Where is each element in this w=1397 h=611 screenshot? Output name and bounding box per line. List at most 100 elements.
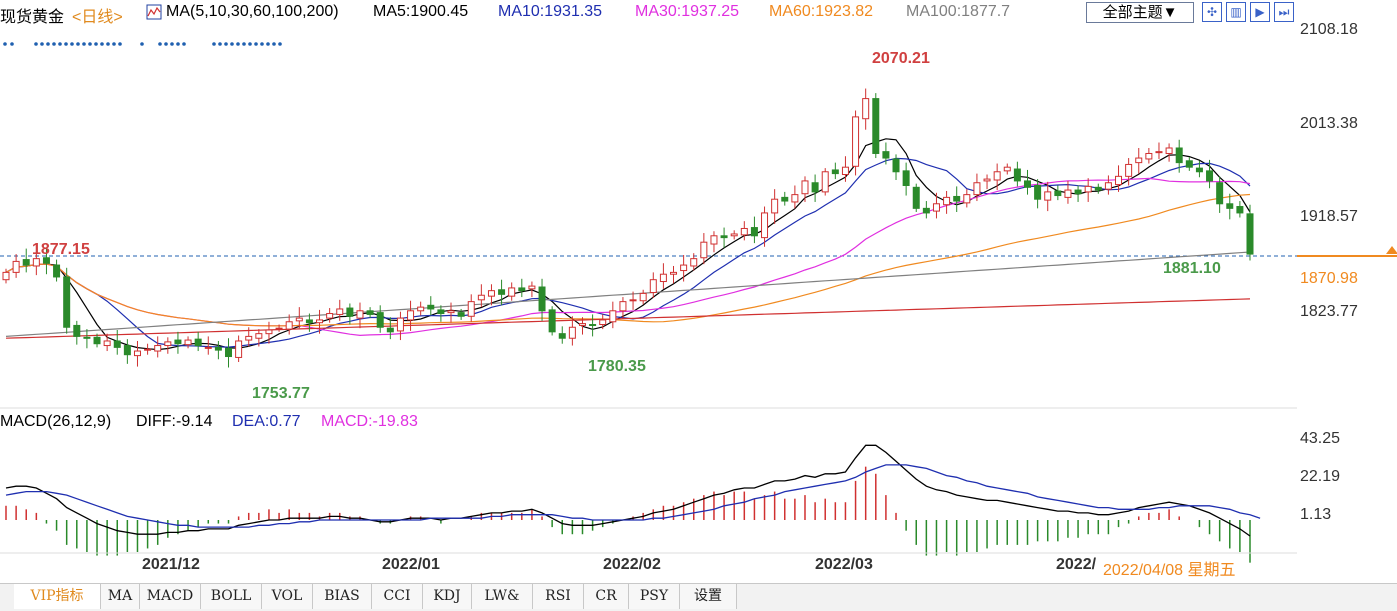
- candle-body: [366, 310, 374, 315]
- candle-body: [609, 310, 617, 323]
- date-tick: 2022/03: [815, 556, 873, 573]
- event-dot: [266, 42, 270, 46]
- ma10-value: MA10:1931.35: [498, 3, 603, 20]
- candle-body: [1074, 189, 1082, 195]
- price-tick: 2013.38: [1300, 115, 1358, 132]
- event-dot: [94, 42, 98, 46]
- candle-body: [1236, 206, 1244, 214]
- candle-body: [831, 169, 839, 175]
- candle-body: [781, 196, 789, 202]
- candle-body: [690, 258, 698, 267]
- tab-boll[interactable]: BOLL: [201, 584, 262, 609]
- event-dot: [248, 42, 252, 46]
- candle-body: [285, 321, 293, 330]
- tab-cci[interactable]: CCI: [372, 584, 423, 609]
- candle-body: [265, 329, 273, 335]
- event-dot: [242, 42, 246, 46]
- event-dot: [140, 42, 144, 46]
- event-dot: [212, 42, 216, 46]
- ma100-line: [5, 251, 1251, 337]
- candle-body: [528, 285, 536, 290]
- candle-body: [1064, 189, 1072, 198]
- tab-bias[interactable]: BIAS: [313, 584, 372, 609]
- candle-body: [245, 335, 253, 341]
- candle-body: [1175, 147, 1183, 164]
- chart-canvas[interactable]: [0, 0, 1397, 583]
- tab-vol[interactable]: VOL: [262, 584, 313, 609]
- candle-body: [275, 327, 283, 330]
- play-icon[interactable]: ▶: [1250, 2, 1270, 22]
- candle-body: [164, 341, 172, 347]
- candle-body: [1034, 184, 1042, 200]
- candle-body: [326, 313, 334, 319]
- candle-body: [1226, 203, 1234, 209]
- candle-body: [467, 301, 475, 317]
- candle-body: [963, 194, 971, 204]
- selected-date-label: 2022/04/08 星期五: [1103, 556, 1236, 580]
- candle-body: [356, 310, 364, 319]
- tab-kdj[interactable]: KDJ: [423, 584, 472, 609]
- candle-body: [346, 307, 354, 317]
- event-dots: [3, 42, 282, 46]
- tab-macd[interactable]: MACD: [140, 584, 201, 609]
- candle-body: [882, 151, 890, 159]
- candle-body: [1044, 191, 1052, 201]
- macd-dea-line: [5, 464, 1261, 528]
- tab-vip[interactable]: VIP指标: [14, 584, 101, 609]
- candle-body: [821, 171, 829, 193]
- price-tick: 2108.18: [1300, 21, 1358, 38]
- tab-rsi[interactable]: RSI: [533, 584, 584, 609]
- candle-body: [943, 196, 951, 206]
- tab-psy[interactable]: PSY: [629, 584, 680, 609]
- split-icon[interactable]: ▥: [1226, 2, 1246, 22]
- event-dot: [236, 42, 240, 46]
- ma-settings-icon[interactable]: [146, 4, 162, 25]
- next-icon[interactable]: ⏭: [1274, 2, 1294, 22]
- tab-cr[interactable]: CR: [584, 584, 629, 609]
- candle-body: [447, 310, 455, 314]
- mid-low-label: 1780.35: [588, 358, 646, 375]
- candle-body: [680, 264, 688, 272]
- candle-body: [83, 336, 91, 339]
- indicator-tab-bar: VIP指标 MA MACD BOLL VOL BIAS CCI KDJ LW& …: [0, 583, 1397, 611]
- candle-body: [63, 276, 71, 328]
- candle-body: [204, 346, 212, 349]
- candle-body: [811, 182, 819, 193]
- candle-body: [912, 186, 920, 209]
- event-dot: [254, 42, 258, 46]
- candle-body: [194, 338, 202, 347]
- candle-body: [498, 289, 506, 295]
- candle-body: [710, 235, 718, 245]
- ma30-line: [5, 177, 1251, 337]
- candle-body: [1115, 175, 1123, 186]
- candle-body: [568, 326, 576, 339]
- candle-body: [184, 339, 192, 346]
- candle-body: [872, 98, 880, 154]
- candle-body: [386, 327, 394, 333]
- tab-settings[interactable]: 设置: [680, 584, 737, 609]
- candle-body: [1145, 152, 1153, 160]
- crosshair-icon[interactable]: ✣: [1202, 2, 1222, 22]
- theme-dropdown-button[interactable]: 全部主题▼: [1086, 2, 1194, 23]
- candle-body: [144, 348, 152, 351]
- candle-body: [487, 290, 495, 297]
- candle-body: [1206, 170, 1214, 182]
- macd-tick: 22.19: [1300, 468, 1341, 485]
- event-dot: [182, 42, 186, 46]
- ma200-line: [5, 298, 1251, 339]
- event-dot: [170, 42, 174, 46]
- period-selector[interactable]: <日线>: [72, 9, 123, 26]
- tab-ma[interactable]: MA: [101, 584, 140, 609]
- tab-lw[interactable]: LW&: [472, 584, 533, 609]
- candle-body: [558, 333, 566, 339]
- macd-lines: [5, 444, 1261, 537]
- current-price-label: 1870.98: [1300, 270, 1358, 287]
- indicator-header: 现货黄金 <日线> MA(5,10,30,60,100,200) MA5:190…: [0, 0, 1397, 26]
- candle-body: [1094, 186, 1102, 191]
- event-dot: [88, 42, 92, 46]
- instrument-name: 现货黄金: [0, 9, 65, 26]
- candle-body: [113, 340, 121, 348]
- peak-high-label: 2070.21: [872, 50, 930, 67]
- candle-body: [1125, 163, 1133, 177]
- candle-body: [73, 324, 81, 337]
